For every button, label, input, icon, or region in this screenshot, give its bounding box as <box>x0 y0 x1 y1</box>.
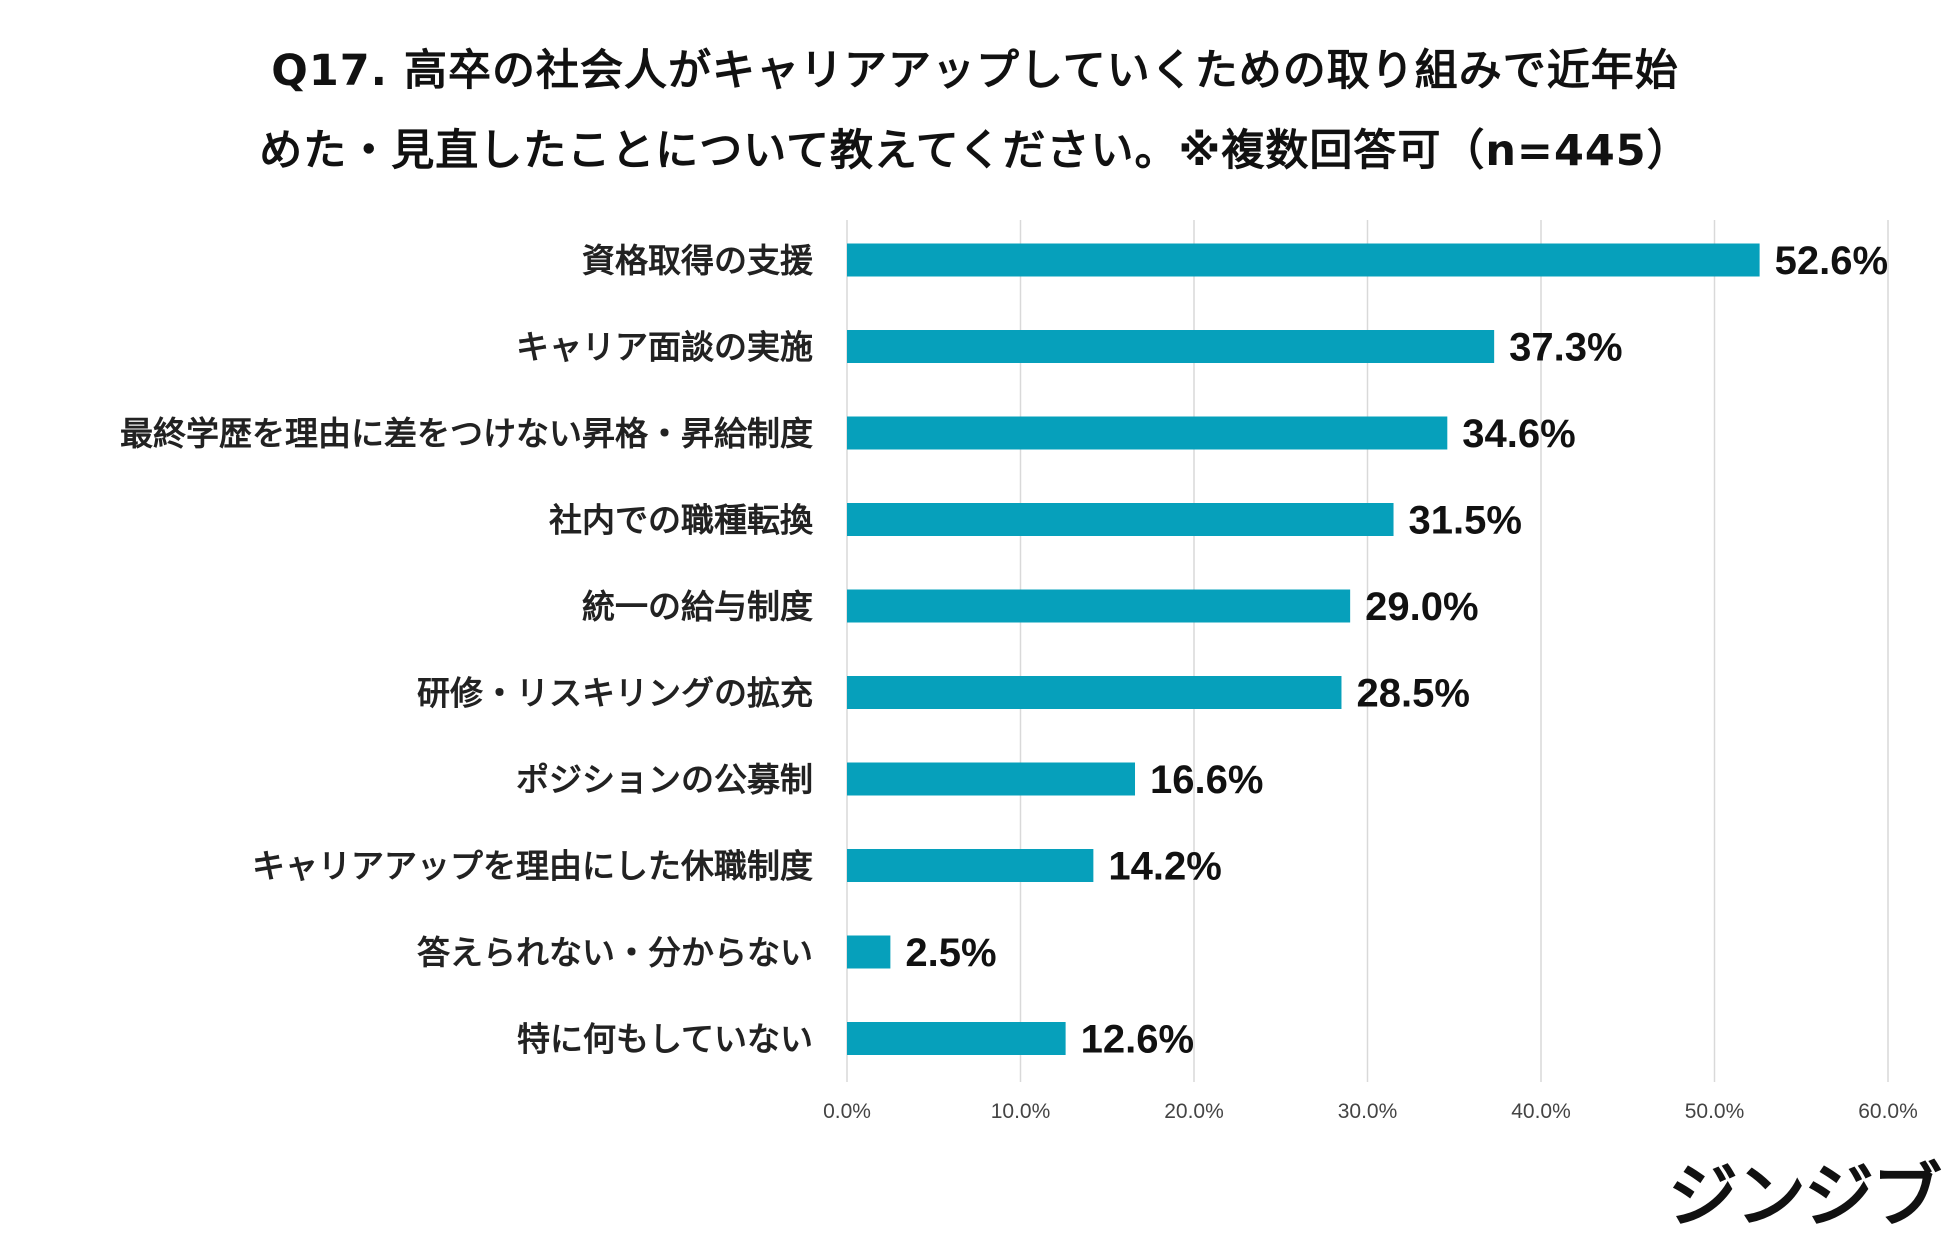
category-label: キャリアアップを理由にした休職制度 <box>252 847 813 886</box>
chart-title-line1: Q17. 高卒の社会人がキャリアアップしていくための取り組みで近年始 <box>271 46 1679 96</box>
x-tick-label: 50.0% <box>1685 1100 1745 1123</box>
bar <box>847 762 1136 796</box>
bar <box>847 243 1760 277</box>
category-label: 研修・リスキリングの拡充 <box>417 674 813 713</box>
category-label: 特に何もしていない <box>517 1020 813 1059</box>
gridlines <box>846 220 1889 1082</box>
category-label: 答えられない・分からない <box>417 933 813 972</box>
chart-title-line2: めた・見直したことについて教えてください。※複数回答可（n=445） <box>259 126 1691 176</box>
category-label: 資格取得の支援 <box>582 241 814 280</box>
bar <box>847 1022 1066 1055</box>
value-label: 2.5% <box>905 931 996 975</box>
bar <box>847 503 1394 536</box>
x-tick-label: 10.0% <box>991 1100 1051 1123</box>
category-label: 最終学歴を理由に差をつけない昇格・昇給制度 <box>120 414 813 453</box>
x-axis-ticks: 0.0% 10.0% 20.0% 30.0% 40.0% 50.0% 60.0% <box>823 1100 1918 1123</box>
bar <box>847 330 1495 363</box>
value-label: 52.6% <box>1775 239 1888 283</box>
value-labels: 52.6% 37.3% 34.6% 31.5% 29.0% 28.5% 16.6% 14.2%… <box>905 239 1888 1062</box>
value-label: 29.0% <box>1365 585 1478 629</box>
bar <box>847 849 1094 882</box>
brand-logo: ジンジブ <box>1668 1155 1942 1237</box>
category-label: 社内での職種転換 <box>549 501 814 540</box>
bar <box>847 416 1448 450</box>
value-label: 12.6% <box>1081 1018 1194 1062</box>
value-label: 34.6% <box>1462 412 1575 456</box>
bars <box>847 243 1760 1055</box>
x-tick-label: 40.0% <box>1511 1100 1571 1123</box>
value-label: 14.2% <box>1108 845 1221 889</box>
value-label: 37.3% <box>1509 326 1622 370</box>
bar <box>847 589 1351 623</box>
bar <box>847 676 1342 709</box>
value-label: 31.5% <box>1409 499 1522 543</box>
x-tick-label: 20.0% <box>1164 1100 1224 1123</box>
category-label: 統一の給与制度 <box>582 587 813 626</box>
category-label: キャリア面談の実施 <box>516 328 813 367</box>
category-label: ポジションの公募制 <box>516 760 813 799</box>
value-label: 16.6% <box>1150 758 1263 802</box>
x-tick-label: 0.0% <box>823 1100 871 1123</box>
bar <box>847 935 891 969</box>
value-label: 28.5% <box>1356 672 1469 716</box>
x-tick-label: 30.0% <box>1338 1100 1398 1123</box>
category-labels: 資格取得の支援キャリア面談の実施最終学歴を理由に差をつけない昇格・昇給制度社内で… <box>120 241 814 1059</box>
x-tick-label: 60.0% <box>1858 1100 1918 1123</box>
